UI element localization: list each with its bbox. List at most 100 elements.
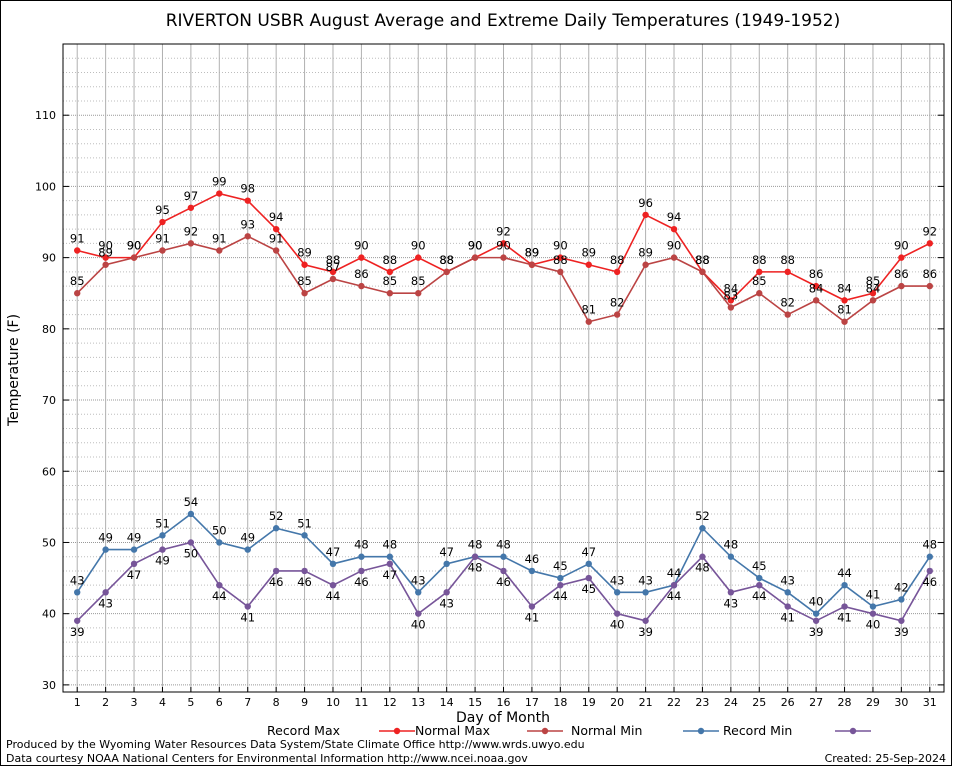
data-point <box>74 589 81 596</box>
data-point <box>386 560 394 568</box>
x-tick-label: 6 <box>216 696 223 709</box>
data-point <box>358 567 365 575</box>
data-point <box>642 589 649 596</box>
data-label: 52 <box>269 509 284 523</box>
data-label: 39 <box>894 625 909 639</box>
data-label: 89 <box>525 246 540 260</box>
data-point <box>443 589 450 596</box>
x-tick-label: 25 <box>752 696 766 709</box>
data-point <box>244 233 251 240</box>
data-label: 43 <box>610 573 625 587</box>
legend-swatch-marker <box>393 727 401 735</box>
data-label: 91 <box>212 232 227 246</box>
data-point <box>613 589 621 596</box>
data-label: 46 <box>525 552 540 566</box>
data-label: 44 <box>553 589 568 603</box>
data-label: 90 <box>411 239 426 253</box>
data-label: 84 <box>724 281 739 295</box>
data-point <box>500 254 507 261</box>
data-label: 88 <box>610 253 625 267</box>
data-label: 48 <box>354 538 369 552</box>
data-label: 48 <box>383 538 398 552</box>
data-label: 43 <box>411 573 426 587</box>
data-point <box>471 254 479 261</box>
data-label: 98 <box>240 182 255 196</box>
data-label: 40 <box>610 618 625 632</box>
data-label: 94 <box>269 210 284 224</box>
data-point <box>358 553 365 560</box>
data-label: 89 <box>581 246 596 260</box>
data-point <box>926 567 933 575</box>
data-label: 88 <box>383 253 398 267</box>
data-label: 82 <box>610 296 625 310</box>
data-label: 91 <box>155 232 170 246</box>
data-label: 46 <box>354 575 369 589</box>
data-point <box>272 225 280 233</box>
data-label: 90 <box>496 239 511 253</box>
x-tick-label: 5 <box>187 696 194 709</box>
data-point <box>727 553 735 560</box>
data-point <box>415 290 422 297</box>
data-label: 39 <box>638 625 653 639</box>
data-label: 89 <box>525 246 540 260</box>
data-label: 46 <box>297 575 312 589</box>
data-point <box>358 254 365 261</box>
data-label: 54 <box>184 495 199 509</box>
x-tick-label: 2 <box>102 696 109 709</box>
data-label: 48 <box>922 538 937 552</box>
data-label: 39 <box>809 625 824 639</box>
data-point <box>642 211 649 219</box>
legend: Record Max Normal Max Normal Min Record Min <box>267 723 871 738</box>
data-point <box>301 532 308 539</box>
x-tick-label: 14 <box>440 696 454 709</box>
data-point <box>471 553 479 560</box>
data-label: 81 <box>837 303 852 317</box>
data-label: 85 <box>866 274 881 288</box>
data-label: 49 <box>127 531 142 545</box>
data-label: 92 <box>922 224 937 238</box>
legend-swatch-marker <box>697 727 705 735</box>
data-label: 88 <box>439 253 454 267</box>
data-label: 91 <box>269 232 284 246</box>
data-point <box>130 254 138 261</box>
data-point <box>130 560 138 568</box>
data-label: 44 <box>212 589 227 603</box>
y-tick-label: 80 <box>42 323 56 336</box>
x-tick-label: 18 <box>553 696 567 709</box>
data-label: 40 <box>411 618 426 632</box>
x-tick-label: 15 <box>468 696 482 709</box>
data-point <box>812 610 820 617</box>
data-point <box>187 510 195 518</box>
data-point <box>585 261 592 268</box>
data-label: 90 <box>894 239 909 253</box>
data-point <box>443 560 450 568</box>
legend-label: Record Min <box>723 723 792 738</box>
data-label: 40 <box>866 618 881 632</box>
data-point <box>670 581 678 589</box>
data-label: 88 <box>326 253 341 267</box>
chart-title: RIVERTON USBR August Average and Extreme… <box>166 11 841 31</box>
data-point <box>102 261 109 268</box>
data-point <box>244 603 251 610</box>
data-point <box>415 610 422 617</box>
data-label: 48 <box>468 561 483 575</box>
data-label: 89 <box>297 246 312 260</box>
data-point <box>74 617 81 624</box>
data-label: 88 <box>752 253 767 267</box>
x-tick-label: 1 <box>74 696 81 709</box>
data-label: 46 <box>922 575 937 589</box>
data-label: 44 <box>667 589 682 603</box>
data-point <box>102 254 109 261</box>
data-label: 43 <box>724 596 739 610</box>
data-point <box>159 218 166 226</box>
legend-label: Normal Max <box>415 723 490 738</box>
data-point <box>699 525 706 532</box>
data-label: 90 <box>354 239 369 253</box>
data-point <box>784 603 791 610</box>
data-point <box>159 532 166 539</box>
data-label: 86 <box>894 267 909 281</box>
data-label: 95 <box>155 203 170 217</box>
data-label: 88 <box>553 253 568 267</box>
data-point <box>898 282 905 290</box>
